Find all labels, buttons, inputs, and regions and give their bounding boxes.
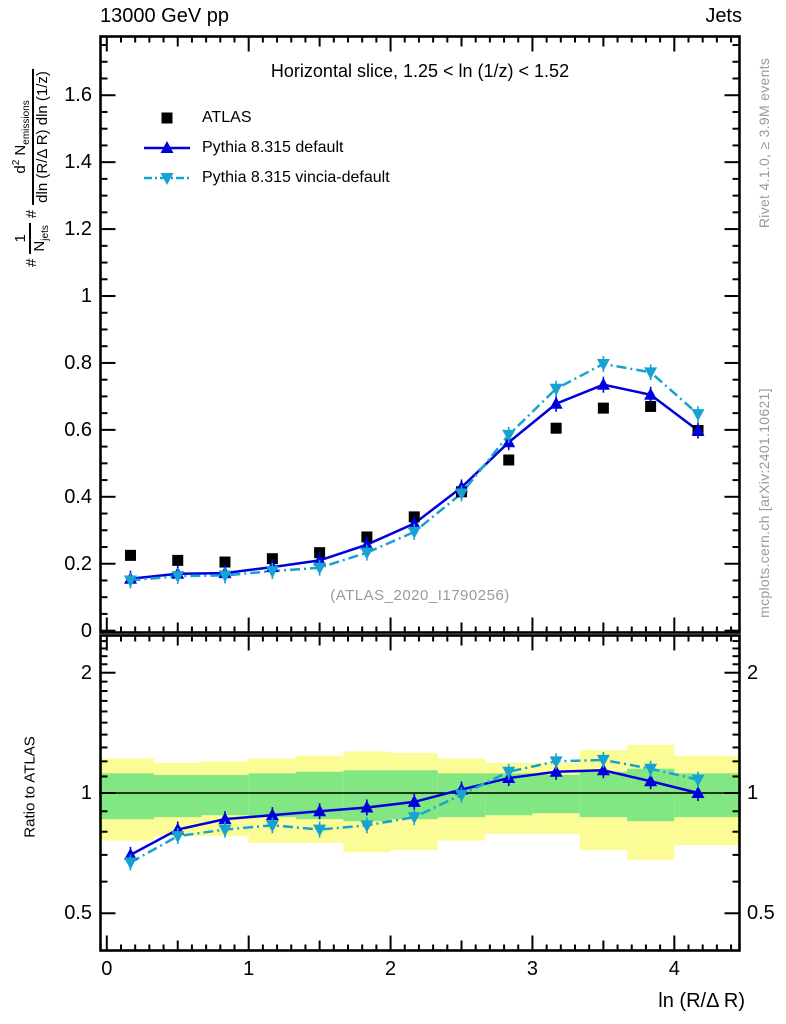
legend-label: Pythia 8.315 default (202, 139, 344, 156)
tick-label: 1 (80, 285, 92, 308)
tick-label: 1 (80, 782, 92, 804)
tick-label: 0.4 (64, 485, 92, 508)
pythia-vincia-marker-icon (144, 173, 190, 185)
tick-label: 0.5 (64, 902, 92, 925)
tick-label: 2 (747, 661, 759, 684)
hash-symbol: # (22, 258, 40, 267)
atlas-marker-icon (161, 112, 173, 124)
tick-label: 0.2 (64, 552, 92, 575)
tick-label: 0.6 (64, 418, 92, 441)
legend-label: ATLAS (202, 109, 252, 126)
legend-item-pythia-vincia: Pythia 8.315 vincia-default (142, 163, 390, 193)
pythia-default-marker-icon (144, 141, 190, 153)
x-axis-label: ln (R/Δ R) (658, 990, 745, 1012)
tick-label: 4 (668, 958, 680, 980)
tick-label: 2 (80, 661, 92, 684)
legend-item-pythia-default: Pythia 8.315 default (142, 133, 390, 163)
tick-label: 1.2 (64, 218, 92, 241)
tick-label: 1.4 (64, 151, 92, 174)
main-plot-panel (99, 35, 741, 634)
tick-label: 2 (384, 958, 397, 980)
plot-title: Horizontal slice, 1.25 < ln (1/z) < 1.52 (270, 61, 570, 81)
legend: ATLAS Pythia 8.315 default Pythia 8.315 … (142, 103, 390, 193)
analysis-id-watermark: (ATLAS_2020_I1790256) (330, 587, 510, 604)
tick-label: 1 (243, 958, 255, 980)
ratio-plot-panel (99, 634, 741, 952)
hash-symbol: # (22, 209, 40, 219)
analysis-group-label: Jets (705, 5, 742, 27)
legend-label: Pythia 8.315 vincia-default (202, 169, 390, 186)
tick-label: 3 (526, 958, 538, 980)
beam-energy-label: 13000 GeV pp (100, 5, 229, 27)
mcplots-reference-note: mcplots.cern.ch [arXiv:2401.10621] (756, 388, 772, 618)
tick-label: 1.6 (64, 84, 92, 107)
tick-label: 0.5 (747, 902, 775, 925)
legend-item-atlas: ATLAS (142, 103, 390, 133)
tick-label: 0 (80, 619, 92, 642)
tick-label: 0 (101, 958, 113, 980)
tick-label: 0.8 (64, 351, 92, 374)
tick-label: 1 (747, 782, 759, 804)
rivet-version-note: Rivet 4.1.0, ≥ 3.9M events (756, 57, 772, 229)
